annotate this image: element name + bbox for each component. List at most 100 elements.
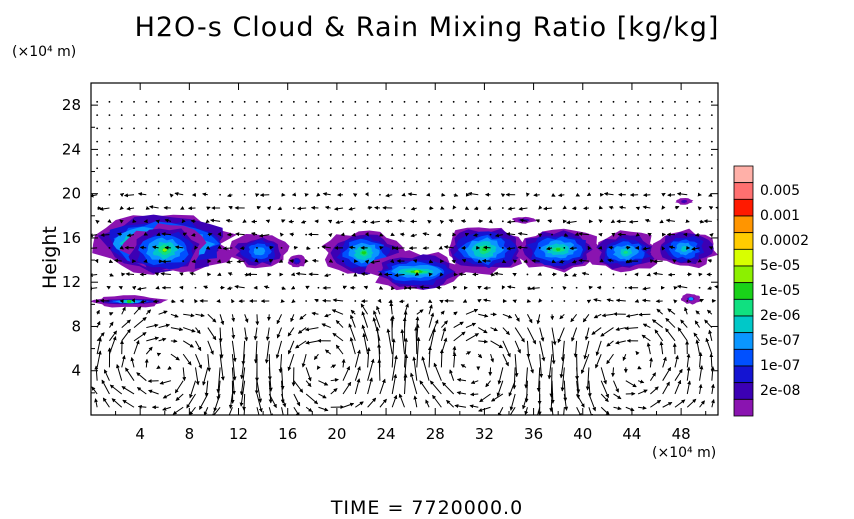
wind-vector bbox=[662, 356, 667, 368]
wind-vector bbox=[514, 180, 517, 183]
wind-vector bbox=[501, 127, 504, 130]
wind-vector bbox=[536, 314, 541, 325]
wind-vector bbox=[538, 127, 541, 130]
wind-vector bbox=[600, 180, 603, 183]
wind-vector bbox=[686, 398, 697, 408]
colorbar-label: 1e-07 bbox=[760, 358, 800, 374]
wind-vector bbox=[709, 233, 714, 238]
wind-vector bbox=[723, 141, 725, 143]
x-tick-label: 8 bbox=[185, 425, 195, 443]
wind-vector bbox=[710, 114, 713, 116]
x-tick-label: 48 bbox=[672, 425, 691, 443]
wind-vector bbox=[415, 323, 420, 341]
wind-vector bbox=[121, 355, 126, 368]
wind-vector bbox=[662, 366, 672, 381]
wind-vector bbox=[526, 327, 537, 345]
wind-vector bbox=[403, 373, 408, 395]
wind-vector bbox=[526, 299, 532, 303]
wind-vector bbox=[674, 368, 683, 381]
wind-vector bbox=[269, 245, 274, 250]
colorbar-swatch bbox=[733, 398, 754, 417]
wind-vector bbox=[120, 114, 123, 116]
wind-vector bbox=[536, 367, 541, 392]
wind-vector bbox=[314, 298, 319, 303]
wind-vector bbox=[207, 327, 217, 341]
wind-vector bbox=[379, 127, 381, 130]
wind-vector bbox=[96, 350, 102, 368]
wind-vector bbox=[157, 114, 160, 116]
wind-vector bbox=[723, 194, 724, 195]
wind-vector bbox=[677, 327, 688, 342]
wind-vector bbox=[714, 284, 718, 289]
wind-vector bbox=[571, 259, 577, 264]
wind-vector bbox=[360, 272, 368, 277]
wind-vector bbox=[600, 167, 603, 170]
wind-vector bbox=[254, 193, 260, 198]
wind-vector bbox=[366, 127, 369, 130]
wind-vector bbox=[563, 127, 566, 130]
wind-vector bbox=[415, 140, 418, 143]
wind-vector bbox=[91, 233, 98, 238]
wind-vector bbox=[189, 271, 196, 276]
wind-vector bbox=[108, 167, 111, 170]
wind-vector bbox=[584, 327, 590, 341]
wind-vector bbox=[489, 233, 492, 236]
wind-vector bbox=[195, 327, 201, 335]
wind-vector bbox=[501, 167, 504, 170]
wind-vector bbox=[231, 100, 234, 103]
x-tick-label: 12 bbox=[229, 425, 248, 443]
wind-vector bbox=[334, 206, 344, 211]
wind-vector bbox=[467, 191, 479, 196]
wind-vector bbox=[686, 366, 691, 381]
wind-vector bbox=[342, 114, 344, 116]
wind-vector bbox=[600, 154, 603, 156]
wind-vector bbox=[321, 245, 331, 250]
wind-vector bbox=[170, 167, 172, 170]
wind-vector bbox=[661, 246, 666, 251]
wind-vector bbox=[723, 246, 724, 248]
wind-vector bbox=[644, 218, 651, 223]
wind-vector bbox=[194, 299, 199, 304]
wind-vector bbox=[637, 389, 648, 395]
wind-vector bbox=[342, 100, 344, 103]
wind-vector bbox=[205, 219, 210, 224]
wind-vector bbox=[317, 180, 320, 183]
wind-vector bbox=[179, 272, 184, 277]
wind-vector bbox=[391, 154, 394, 156]
wind-vector bbox=[137, 192, 147, 197]
wind-vector bbox=[170, 327, 184, 332]
wind-vector bbox=[390, 315, 395, 328]
wind-vector bbox=[131, 285, 137, 290]
wind-vector bbox=[665, 218, 676, 223]
wind-vector bbox=[367, 397, 377, 408]
wind-vector bbox=[404, 354, 409, 381]
wind-vector bbox=[428, 259, 434, 264]
wind-vector bbox=[335, 220, 344, 225]
wind-vector bbox=[464, 233, 470, 237]
wind-vector bbox=[452, 180, 455, 183]
wind-vector bbox=[563, 167, 566, 170]
wind-vector bbox=[194, 127, 197, 130]
wind-vector bbox=[717, 272, 718, 277]
wind-vector bbox=[649, 357, 654, 368]
wind-vector bbox=[465, 127, 467, 130]
wind-vector bbox=[415, 100, 418, 103]
wind-vector bbox=[119, 245, 124, 250]
wind-vector bbox=[354, 349, 361, 368]
wind-vector bbox=[624, 127, 627, 130]
wind-vector bbox=[482, 298, 491, 303]
cloud-contour bbox=[623, 250, 629, 254]
wind-vector bbox=[137, 404, 147, 409]
wind-vector bbox=[182, 140, 185, 143]
wind-vector bbox=[432, 394, 442, 408]
wind-vector bbox=[538, 100, 541, 103]
wind-vector bbox=[96, 167, 99, 170]
wind-vector bbox=[342, 127, 344, 130]
wind-vector bbox=[622, 353, 627, 362]
y-axis-unit: (×10⁴ m) bbox=[12, 44, 77, 60]
wind-vector bbox=[121, 328, 131, 342]
wind-vector bbox=[465, 180, 467, 183]
wind-vector bbox=[642, 246, 651, 251]
cloud-contour bbox=[361, 251, 367, 255]
wind-vector bbox=[305, 100, 308, 103]
